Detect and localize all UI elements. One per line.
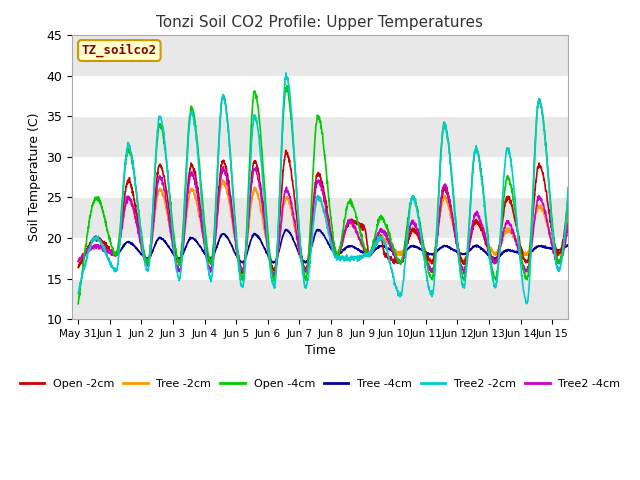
Open -4cm — [283, 83, 291, 88]
Tree -2cm — [550, 248, 558, 254]
Open -2cm — [238, 270, 246, 276]
Line: Tree -2cm: Tree -2cm — [78, 180, 568, 272]
Tree -2cm — [99, 246, 107, 252]
Tree -4cm — [74, 259, 82, 264]
Tree -2cm — [74, 259, 82, 265]
Open -4cm — [74, 301, 82, 307]
Tree -4cm — [550, 246, 558, 252]
Bar — [72, 36, 568, 76]
Line: Tree2 -4cm: Tree2 -4cm — [78, 167, 568, 276]
Open -2cm — [74, 264, 82, 270]
Tree2 -2cm — [564, 184, 572, 190]
Tree2 -2cm — [300, 276, 307, 282]
Tree2 -2cm — [282, 70, 290, 76]
Tree -4cm — [564, 242, 572, 248]
Open -4cm — [564, 203, 572, 209]
Open -2cm — [313, 172, 321, 178]
Tree -4cm — [314, 227, 322, 232]
Tree -2cm — [219, 177, 227, 183]
Tree2 -2cm — [550, 247, 558, 252]
Tree -2cm — [313, 194, 321, 200]
Tree2 -4cm — [300, 265, 308, 271]
Tree -4cm — [313, 228, 321, 233]
Tree -2cm — [461, 260, 468, 266]
Tree2 -2cm — [99, 245, 107, 251]
Open -4cm — [550, 235, 557, 240]
Tree -4cm — [461, 252, 468, 257]
Tree2 -4cm — [220, 164, 227, 170]
Bar — [72, 278, 568, 319]
Tree2 -2cm — [313, 195, 321, 201]
Tree2 -4cm — [550, 248, 558, 254]
Tree -4cm — [300, 258, 307, 264]
Tree -2cm — [269, 269, 277, 275]
Y-axis label: Soil Temperature (C): Soil Temperature (C) — [28, 113, 41, 241]
Text: TZ_soilco2: TZ_soilco2 — [82, 44, 157, 57]
Title: Tonzi Soil CO2 Profile: Upper Temperatures: Tonzi Soil CO2 Profile: Upper Temperatur… — [157, 15, 483, 30]
Tree -2cm — [564, 212, 572, 218]
Tree2 -4cm — [74, 258, 82, 264]
Bar — [72, 197, 568, 238]
Tree2 -4cm — [313, 179, 321, 184]
Tree2 -4cm — [550, 250, 558, 255]
X-axis label: Time: Time — [305, 344, 335, 357]
Open -2cm — [99, 240, 107, 246]
Open -4cm — [460, 277, 468, 283]
Tree -2cm — [550, 246, 558, 252]
Tree2 -2cm — [74, 290, 82, 296]
Open -4cm — [313, 120, 321, 126]
Line: Open -4cm: Open -4cm — [78, 85, 568, 304]
Tree2 -4cm — [461, 269, 468, 275]
Open -2cm — [461, 261, 468, 267]
Line: Open -2cm: Open -2cm — [78, 150, 568, 273]
Legend: Open -2cm, Tree -2cm, Open -4cm, Tree -4cm, Tree2 -2cm, Tree2 -4cm: Open -2cm, Tree -2cm, Open -4cm, Tree -4… — [15, 374, 625, 393]
Open -2cm — [282, 147, 290, 153]
Line: Tree2 -2cm: Tree2 -2cm — [78, 73, 568, 304]
Tree -4cm — [269, 260, 277, 266]
Bar — [72, 117, 568, 157]
Open -2cm — [300, 266, 308, 272]
Tree -2cm — [300, 265, 308, 271]
Tree2 -2cm — [460, 285, 468, 291]
Tree2 -4cm — [564, 221, 572, 227]
Tree -4cm — [99, 246, 107, 252]
Tree2 -4cm — [269, 273, 277, 278]
Open -2cm — [550, 239, 558, 245]
Line: Tree -4cm: Tree -4cm — [78, 229, 568, 263]
Tree2 -4cm — [99, 246, 107, 252]
Open -4cm — [550, 238, 558, 243]
Tree2 -2cm — [523, 301, 531, 307]
Tree -4cm — [550, 247, 558, 252]
Open -2cm — [564, 198, 572, 204]
Open -4cm — [300, 267, 307, 273]
Open -4cm — [99, 208, 107, 214]
Open -2cm — [550, 241, 558, 247]
Tree2 -2cm — [550, 247, 558, 252]
